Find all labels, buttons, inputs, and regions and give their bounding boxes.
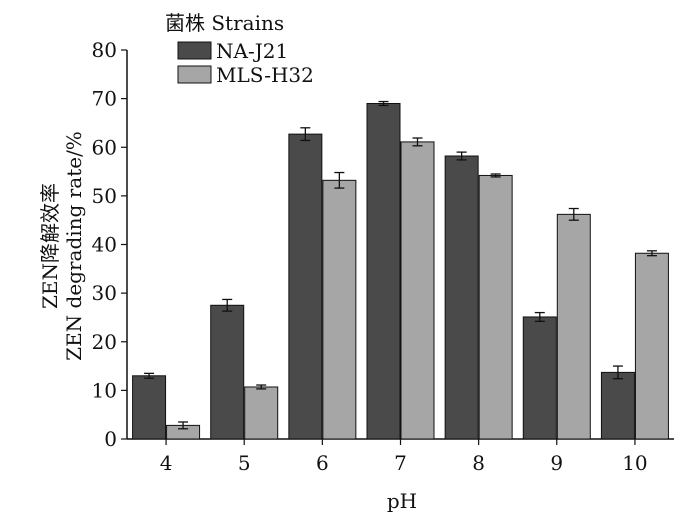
bar-na-j21-ph9 bbox=[522, 316, 557, 440]
bar-na-j21-ph7 bbox=[366, 102, 401, 440]
x-tick-label-5: 5 bbox=[238, 451, 251, 475]
y-axis-title-en: ZEN degrading rate/% bbox=[62, 131, 86, 361]
bar-na-j21-ph6 bbox=[288, 133, 323, 440]
bar-mls-h32-ph7 bbox=[400, 141, 435, 440]
legend-swatch-mls-h32 bbox=[177, 65, 212, 84]
bar-mls-h32-ph10 bbox=[634, 252, 669, 440]
bar-mls-h32-ph6 bbox=[322, 179, 357, 440]
bar-na-j21-ph5 bbox=[210, 304, 245, 440]
x-tick-label-10: 10 bbox=[622, 451, 647, 475]
y-tick-label-50: 50 bbox=[92, 184, 117, 208]
x-axis-title: pH bbox=[387, 489, 417, 513]
legend-title: 菌株 Strains bbox=[165, 11, 284, 35]
bar-mls-h32-ph5 bbox=[244, 386, 279, 440]
y-tick-label-60: 60 bbox=[92, 135, 117, 159]
x-tick-label-4: 4 bbox=[160, 451, 173, 475]
x-tick-label-8: 8 bbox=[472, 451, 485, 475]
y-axis-title-cn: ZEN降解效率 bbox=[38, 183, 62, 309]
plot-area: 0 10 20 30 40 50 60 70 80 4 5 6 7 8 9 10 bbox=[92, 38, 674, 475]
y-tick-label-70: 70 bbox=[92, 87, 117, 111]
bar-mls-h32-ph9 bbox=[556, 213, 591, 440]
legend-label-mls-h32: MLS-H32 bbox=[216, 63, 314, 87]
bar-na-j21-ph8 bbox=[444, 155, 479, 440]
y-tick-label-80: 80 bbox=[92, 38, 117, 62]
x-tick-label-9: 9 bbox=[550, 451, 563, 475]
x-tick-label-6: 6 bbox=[316, 451, 329, 475]
y-tick-label-40: 40 bbox=[92, 233, 117, 257]
y-tick-label-30: 30 bbox=[92, 281, 117, 305]
y-tick-label-0: 0 bbox=[104, 427, 117, 451]
legend-label-na-j21: NA-J21 bbox=[216, 39, 288, 63]
y-tick-label-20: 20 bbox=[92, 330, 117, 354]
legend-swatch-na-j21 bbox=[177, 41, 212, 60]
y-tick-label-10: 10 bbox=[92, 378, 117, 402]
bar-na-j21-ph4 bbox=[132, 375, 167, 440]
bar-mls-h32-ph8 bbox=[478, 174, 513, 440]
x-tick-label-7: 7 bbox=[394, 451, 407, 475]
bar-na-j21-ph10 bbox=[600, 371, 635, 440]
legend: 菌株 Strains NA-J21 MLS-H32 bbox=[165, 11, 314, 87]
